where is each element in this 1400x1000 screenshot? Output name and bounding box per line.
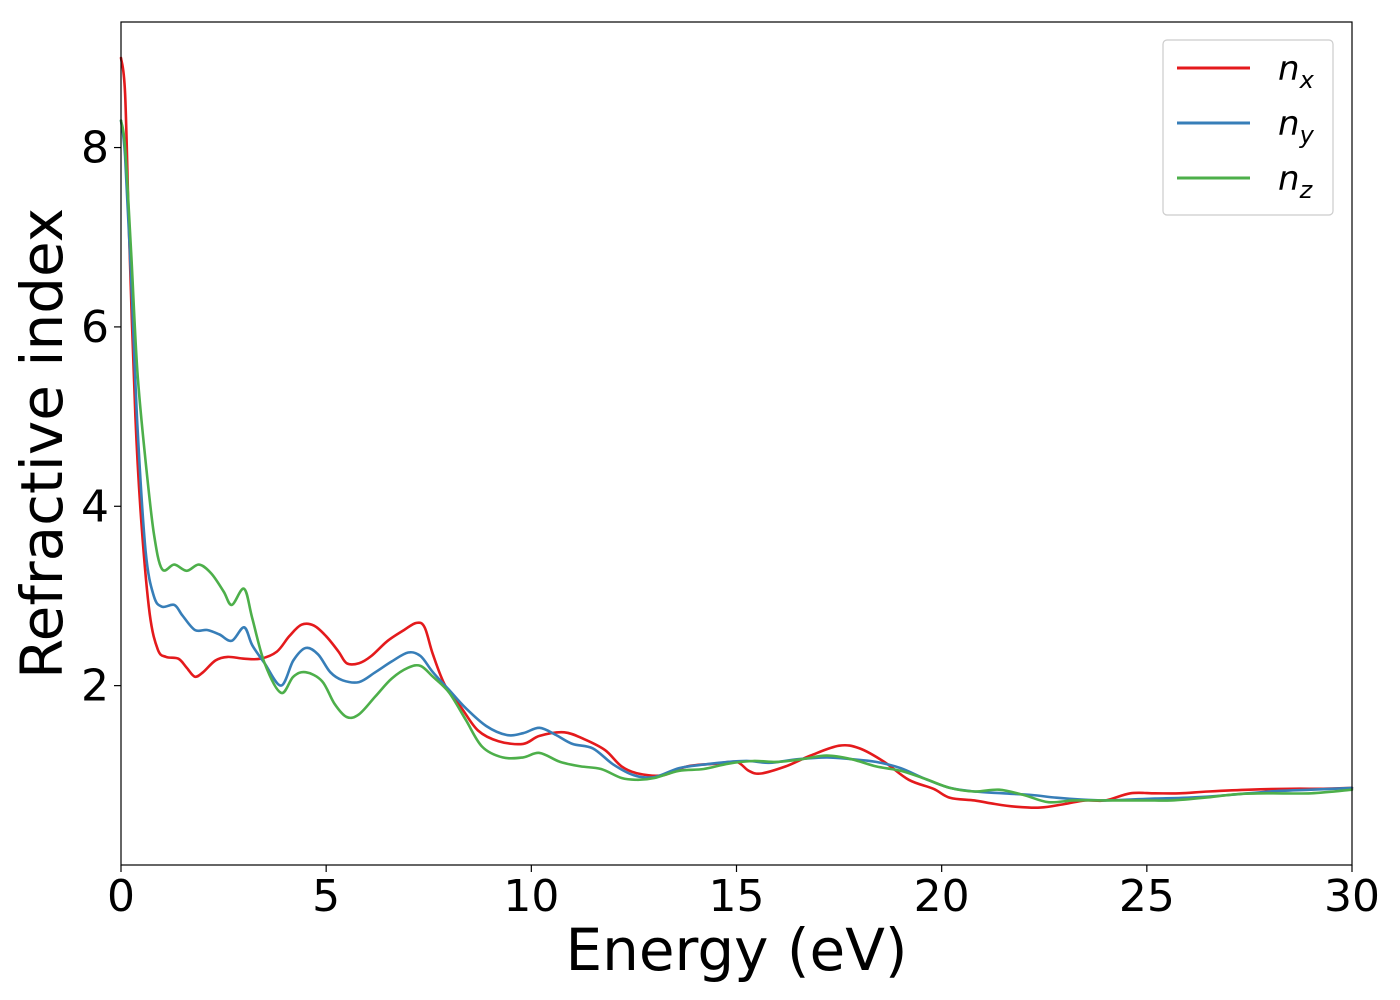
y-tick-label: 4 <box>81 481 109 532</box>
y-axis-title: Refractive index <box>8 208 76 679</box>
x-tick-label: 10 <box>503 871 559 922</box>
y-tick-label: 8 <box>81 123 109 174</box>
y-tick-label: 6 <box>81 302 109 353</box>
x-tick-label: 30 <box>1324 871 1380 922</box>
legend-items: nx ny nz <box>1177 49 1315 204</box>
legend: nx ny nz <box>1162 39 1334 216</box>
x-tick-label: 0 <box>107 871 135 922</box>
ticks-layer: 0 5 10 15 20 25 30 2 4 6 8 <box>81 123 1380 922</box>
series-line-y <box>119 119 1354 802</box>
series-line-x <box>119 56 1354 810</box>
x-tick-label: 25 <box>1119 871 1175 922</box>
series-line-z <box>119 119 1354 804</box>
x-axis-title: Energy (eV) <box>565 916 907 984</box>
legend-label-z: nz <box>1278 159 1314 204</box>
series-layer <box>119 56 1354 810</box>
x-tick-label: 15 <box>709 871 765 922</box>
legend-label-x: nx <box>1278 49 1315 94</box>
y-tick-label: 2 <box>81 661 109 712</box>
legend-label-y: ny <box>1278 104 1315 149</box>
x-tick-label: 20 <box>914 871 970 922</box>
x-tick-label: 5 <box>312 871 340 922</box>
legend-box <box>1162 39 1334 216</box>
